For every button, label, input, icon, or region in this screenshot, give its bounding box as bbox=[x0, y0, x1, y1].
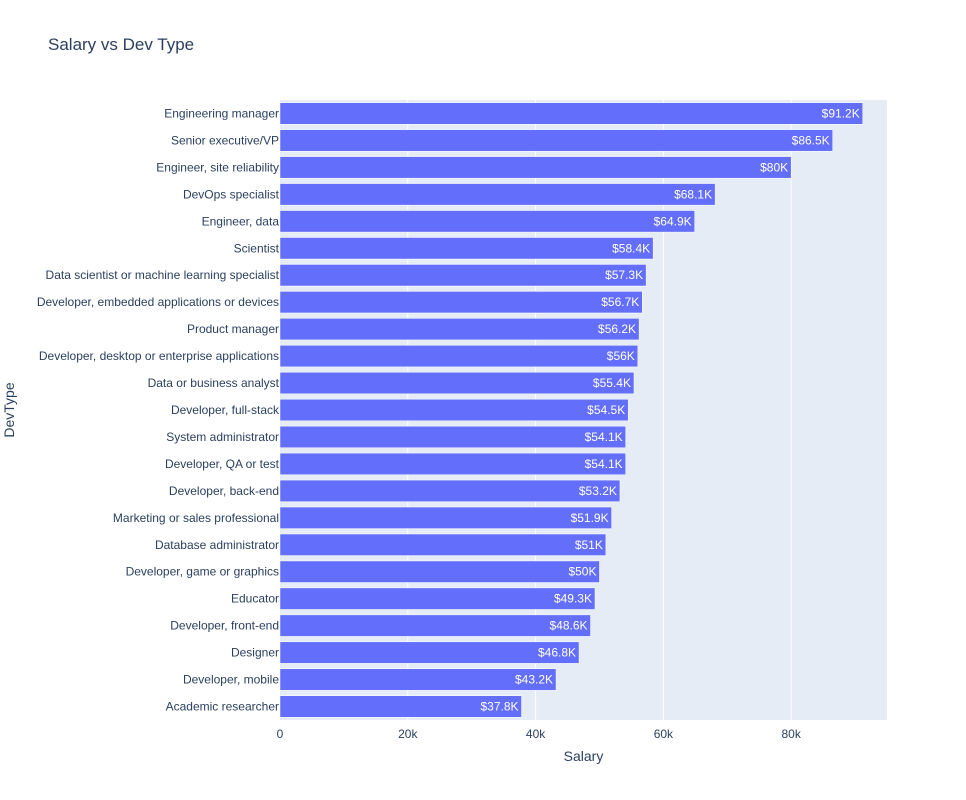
bar-value-label: $64.9K bbox=[654, 214, 692, 228]
bar bbox=[279, 452, 626, 475]
bar bbox=[279, 506, 612, 529]
bar-value-label: $58.4K bbox=[612, 241, 650, 255]
category-label: Product manager bbox=[187, 322, 279, 336]
category-label: Developer, QA or test bbox=[165, 457, 280, 471]
category-label: Developer, front-end bbox=[170, 619, 279, 633]
bar bbox=[279, 102, 863, 125]
bar-value-label: $80K bbox=[760, 160, 788, 174]
bar bbox=[279, 587, 596, 610]
category-label: Developer, game or graphics bbox=[126, 565, 279, 579]
bar bbox=[279, 614, 591, 637]
category-label: Developer, full-stack bbox=[171, 403, 280, 417]
bar bbox=[279, 183, 716, 206]
x-tick-label: 60k bbox=[654, 727, 674, 741]
bar bbox=[279, 668, 557, 691]
x-tick-label: 40k bbox=[526, 727, 546, 741]
x-axis-ticks: 0 20k 40k 60k 80k bbox=[277, 727, 802, 741]
category-label: Developer, back-end bbox=[169, 484, 279, 498]
bar-value-label: $91.2K bbox=[822, 106, 860, 120]
bar-value-label: $51.9K bbox=[571, 511, 609, 525]
bar bbox=[279, 479, 621, 502]
bar-value-label: $54.1K bbox=[585, 457, 623, 471]
category-label: Developer, desktop or enterprise applica… bbox=[39, 349, 279, 363]
bars: $91.2K $86.5K $80K $68.1K $64.9K $58.4K $57.3K… bbox=[279, 102, 863, 718]
bar-value-label: $53.2K bbox=[579, 484, 617, 498]
bar bbox=[279, 264, 647, 287]
category-label: Engineer, site reliability bbox=[156, 160, 279, 174]
bar bbox=[279, 533, 607, 556]
bar-value-label: $48.6K bbox=[549, 619, 587, 633]
x-tick-label: 20k bbox=[398, 727, 418, 741]
category-label: Educator bbox=[231, 592, 279, 606]
category-label: Data scientist or machine learning speci… bbox=[46, 268, 280, 282]
category-label: Data or business analyst bbox=[148, 376, 280, 390]
bar bbox=[279, 237, 654, 260]
category-label: Marketing or sales professional bbox=[113, 511, 279, 525]
category-label: Engineering manager bbox=[164, 106, 279, 120]
bar-value-label: $56.7K bbox=[601, 295, 639, 309]
bar bbox=[279, 318, 640, 341]
category-label: Developer, embedded applications or devi… bbox=[37, 295, 279, 309]
bar bbox=[279, 156, 792, 179]
bar-value-label: $50K bbox=[568, 565, 596, 579]
bar-value-label: $56.2K bbox=[598, 322, 636, 336]
category-label: Engineer, data bbox=[202, 214, 280, 228]
bar-value-label: $51K bbox=[575, 538, 603, 552]
x-axis-title: Salary bbox=[564, 748, 604, 764]
category-label: System administrator bbox=[166, 430, 279, 444]
bar-value-label: $55.4K bbox=[593, 376, 631, 390]
bar bbox=[279, 560, 600, 583]
category-label: Developer, mobile bbox=[183, 673, 279, 687]
category-label: Database administrator bbox=[155, 538, 279, 552]
bar bbox=[279, 129, 833, 152]
y-axis-title: DevType bbox=[1, 382, 17, 437]
category-label: Designer bbox=[231, 646, 279, 660]
bar bbox=[279, 291, 643, 314]
bar bbox=[279, 398, 629, 422]
bar-value-label: $54.1K bbox=[585, 430, 623, 444]
category-labels: Engineering manager Senior executive/VP En… bbox=[37, 106, 280, 713]
category-label: Senior executive/VP bbox=[171, 133, 279, 147]
bar-value-label: $46.8K bbox=[538, 646, 576, 660]
bar-value-label: $86.5K bbox=[792, 133, 830, 147]
bar-value-label: $49.3K bbox=[554, 592, 592, 606]
bar bbox=[279, 345, 639, 368]
bar-value-label: $37.8K bbox=[480, 700, 518, 714]
bar bbox=[279, 695, 522, 718]
chart-title: Salary vs Dev Type bbox=[48, 35, 194, 54]
x-tick-label: 80k bbox=[781, 727, 801, 741]
category-label: Scientist bbox=[234, 241, 280, 255]
category-label: Academic researcher bbox=[166, 700, 279, 714]
bar bbox=[279, 425, 626, 448]
bar-value-label: $56K bbox=[607, 349, 635, 363]
bar-value-label: $68.1K bbox=[674, 187, 712, 201]
bar-value-label: $54.5K bbox=[587, 403, 625, 417]
bar bbox=[279, 210, 695, 233]
category-label: DevOps specialist bbox=[183, 187, 280, 201]
bar bbox=[279, 372, 635, 395]
bar bbox=[279, 641, 580, 664]
bar-value-label: $43.2K bbox=[515, 673, 553, 687]
x-tick-label: 0 bbox=[277, 727, 284, 741]
bar-value-label: $57.3K bbox=[605, 268, 643, 282]
